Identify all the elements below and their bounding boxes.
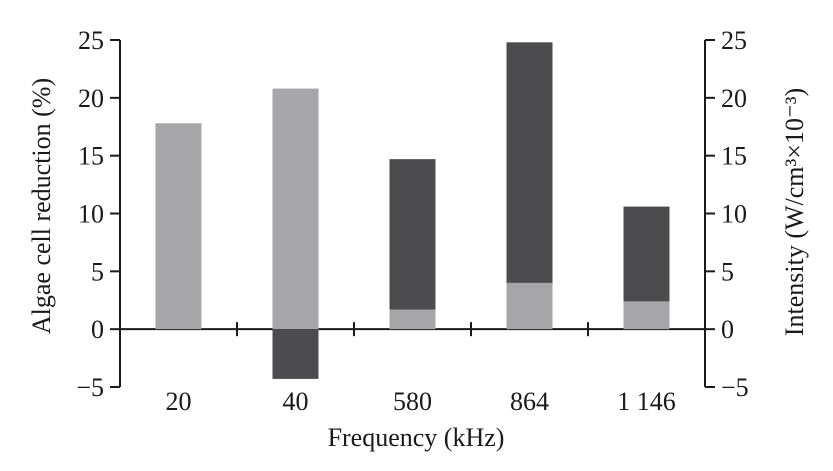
bars (155, 42, 670, 379)
bar-series-1 (155, 123, 202, 330)
bar-series-2 (506, 42, 553, 283)
bar-series-1 (623, 301, 670, 330)
x-tick-label: 40 (283, 387, 309, 416)
left-y-tick-label: 25 (78, 26, 104, 55)
x-tick-label: 1 146 (617, 387, 676, 416)
right-y-tick-label: 0 (721, 315, 734, 344)
left-y-tick-label: 15 (78, 142, 104, 171)
x-tick-label: 864 (510, 387, 549, 416)
right-y-tick-label: 10 (721, 200, 747, 229)
x-axis-label: Frequency (kHz) (328, 423, 505, 452)
right-y-axis-label: Intensity (W/cm³×10⁻³) (780, 88, 809, 336)
x-ticks: 20 40 580 864 1 146 (166, 322, 676, 416)
bar-series-1 (506, 282, 553, 330)
left-y-tick-label: −5 (76, 373, 104, 402)
left-y-tick-label: 20 (78, 84, 104, 113)
left-y-tick-label: 5 (91, 257, 104, 286)
bar-series-2 (389, 159, 436, 310)
left-y-tick-label: 0 (91, 315, 104, 344)
left-y-axis-label: Algae cell reduction (%) (27, 78, 56, 334)
left-y-tick-label: 10 (78, 200, 104, 229)
bar-series-2 (272, 329, 319, 379)
right-y-tick-label: 5 (721, 257, 734, 286)
left-y-ticks: −5 0 5 10 15 20 25 (76, 26, 120, 402)
bar-series-1 (272, 88, 319, 330)
x-tick-label: 20 (166, 387, 192, 416)
right-y-ticks: −5 0 5 10 15 20 25 (705, 26, 749, 402)
x-tick-label: 580 (393, 387, 432, 416)
right-y-tick-label: 15 (721, 142, 747, 171)
bar-series-2 (623, 206, 670, 302)
bar-series-1 (389, 309, 436, 330)
right-y-tick-label: −5 (721, 373, 749, 402)
right-y-tick-label: 25 (721, 26, 747, 55)
right-y-tick-label: 20 (721, 84, 747, 113)
